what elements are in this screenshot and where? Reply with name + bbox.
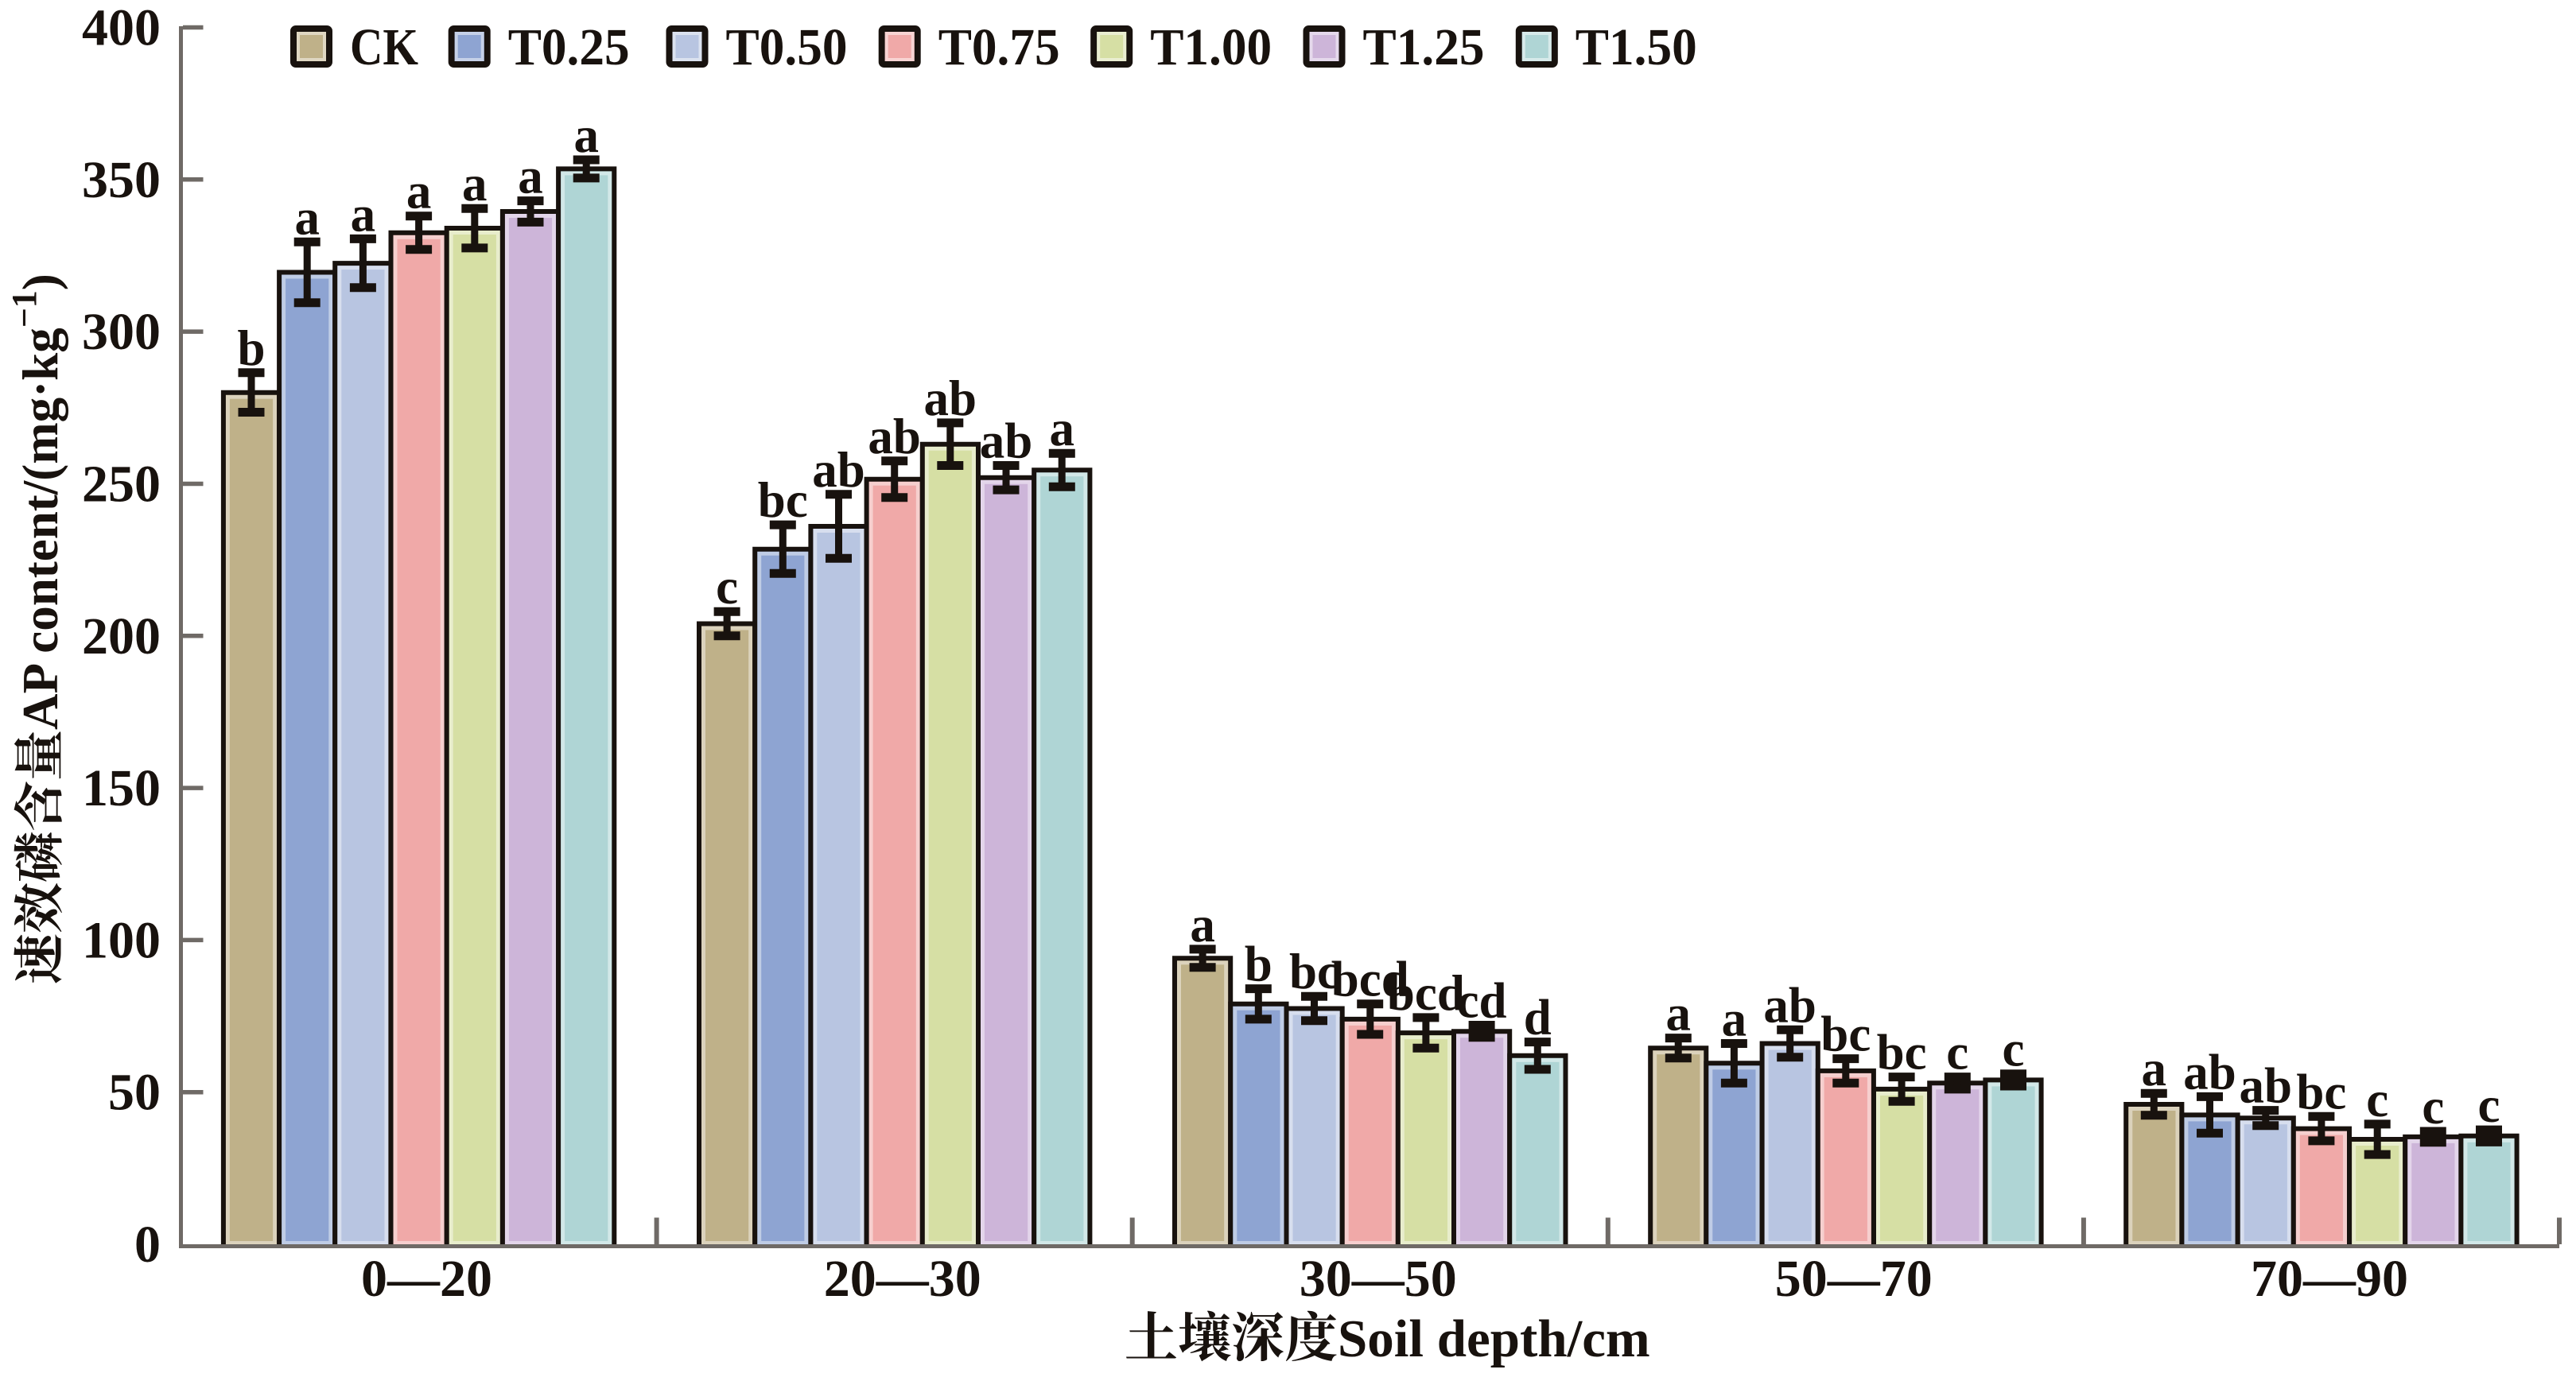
svg-text:30—50: 30—50 <box>1300 1250 1457 1308</box>
svg-text:0: 0 <box>134 1216 161 1274</box>
svg-text:bc: bc <box>2296 1064 2346 1119</box>
svg-text:b: b <box>237 320 265 376</box>
svg-text:ab: ab <box>868 409 921 464</box>
svg-text:300: 300 <box>82 303 161 361</box>
svg-text:T0.50: T0.50 <box>726 18 848 76</box>
svg-text:T0.25: T0.25 <box>508 18 630 76</box>
svg-text:c: c <box>2478 1077 2500 1133</box>
svg-text:T0.75: T0.75 <box>938 18 1060 76</box>
svg-text:100: 100 <box>82 911 161 969</box>
svg-text:a: a <box>2142 1041 2167 1096</box>
svg-text:bc: bc <box>1877 1025 1927 1080</box>
svg-text:c: c <box>1946 1025 1968 1080</box>
svg-text:T1.25: T1.25 <box>1363 18 1485 76</box>
svg-text:c: c <box>2003 1022 2025 1077</box>
svg-text:a: a <box>1665 986 1691 1042</box>
svg-text:bcd: bcd <box>1387 965 1465 1021</box>
svg-text:70—90: 70—90 <box>2251 1250 2408 1308</box>
svg-text:ab: ab <box>924 370 977 426</box>
svg-text:T1.00: T1.00 <box>1150 18 1272 76</box>
svg-text:b: b <box>1245 937 1272 992</box>
svg-text:ab: ab <box>980 413 1033 469</box>
svg-text:350: 350 <box>82 151 161 209</box>
svg-text:ab: ab <box>2183 1044 2236 1100</box>
svg-text:400: 400 <box>82 0 161 57</box>
svg-text:50: 50 <box>108 1064 161 1122</box>
svg-text:bc: bc <box>758 472 808 528</box>
svg-text:bc: bc <box>1820 1007 1871 1062</box>
svg-text:a: a <box>351 186 376 242</box>
svg-text:200: 200 <box>82 607 161 665</box>
svg-text:bcd: bcd <box>1331 952 1409 1007</box>
svg-text:a: a <box>294 189 320 245</box>
svg-text:a: a <box>1190 897 1215 952</box>
svg-text:250: 250 <box>82 456 161 514</box>
svg-text:a: a <box>573 107 599 163</box>
svg-text:a: a <box>462 156 488 211</box>
svg-text:bc: bc <box>1289 944 1339 999</box>
svg-text:50—70: 50—70 <box>1775 1250 1933 1308</box>
svg-text:a: a <box>1049 401 1074 456</box>
svg-text:a: a <box>1722 991 1747 1047</box>
svg-text:d: d <box>1524 990 1552 1045</box>
svg-text:ab: ab <box>2240 1058 2293 1114</box>
svg-text:ab: ab <box>1763 977 1816 1033</box>
svg-text:T1.50: T1.50 <box>1576 18 1697 76</box>
svg-text:ab: ab <box>812 442 865 498</box>
svg-text:a: a <box>518 149 543 204</box>
svg-text:150: 150 <box>82 759 161 817</box>
svg-text:CK: CK <box>350 18 418 76</box>
svg-text:cd: cd <box>1457 973 1507 1029</box>
svg-text:Soil depth/cm: Soil depth/cm <box>1338 1309 1650 1368</box>
svg-text:a: a <box>406 164 432 219</box>
svg-text:0—20: 0—20 <box>361 1250 492 1308</box>
svg-text:c: c <box>716 559 738 615</box>
svg-text:c: c <box>2422 1079 2444 1135</box>
svg-text:20—30: 20—30 <box>824 1250 981 1308</box>
svg-text:AP content/(mg·kg−1): AP content/(mg·kg−1) <box>5 273 68 730</box>
svg-text:c: c <box>2366 1072 2388 1127</box>
